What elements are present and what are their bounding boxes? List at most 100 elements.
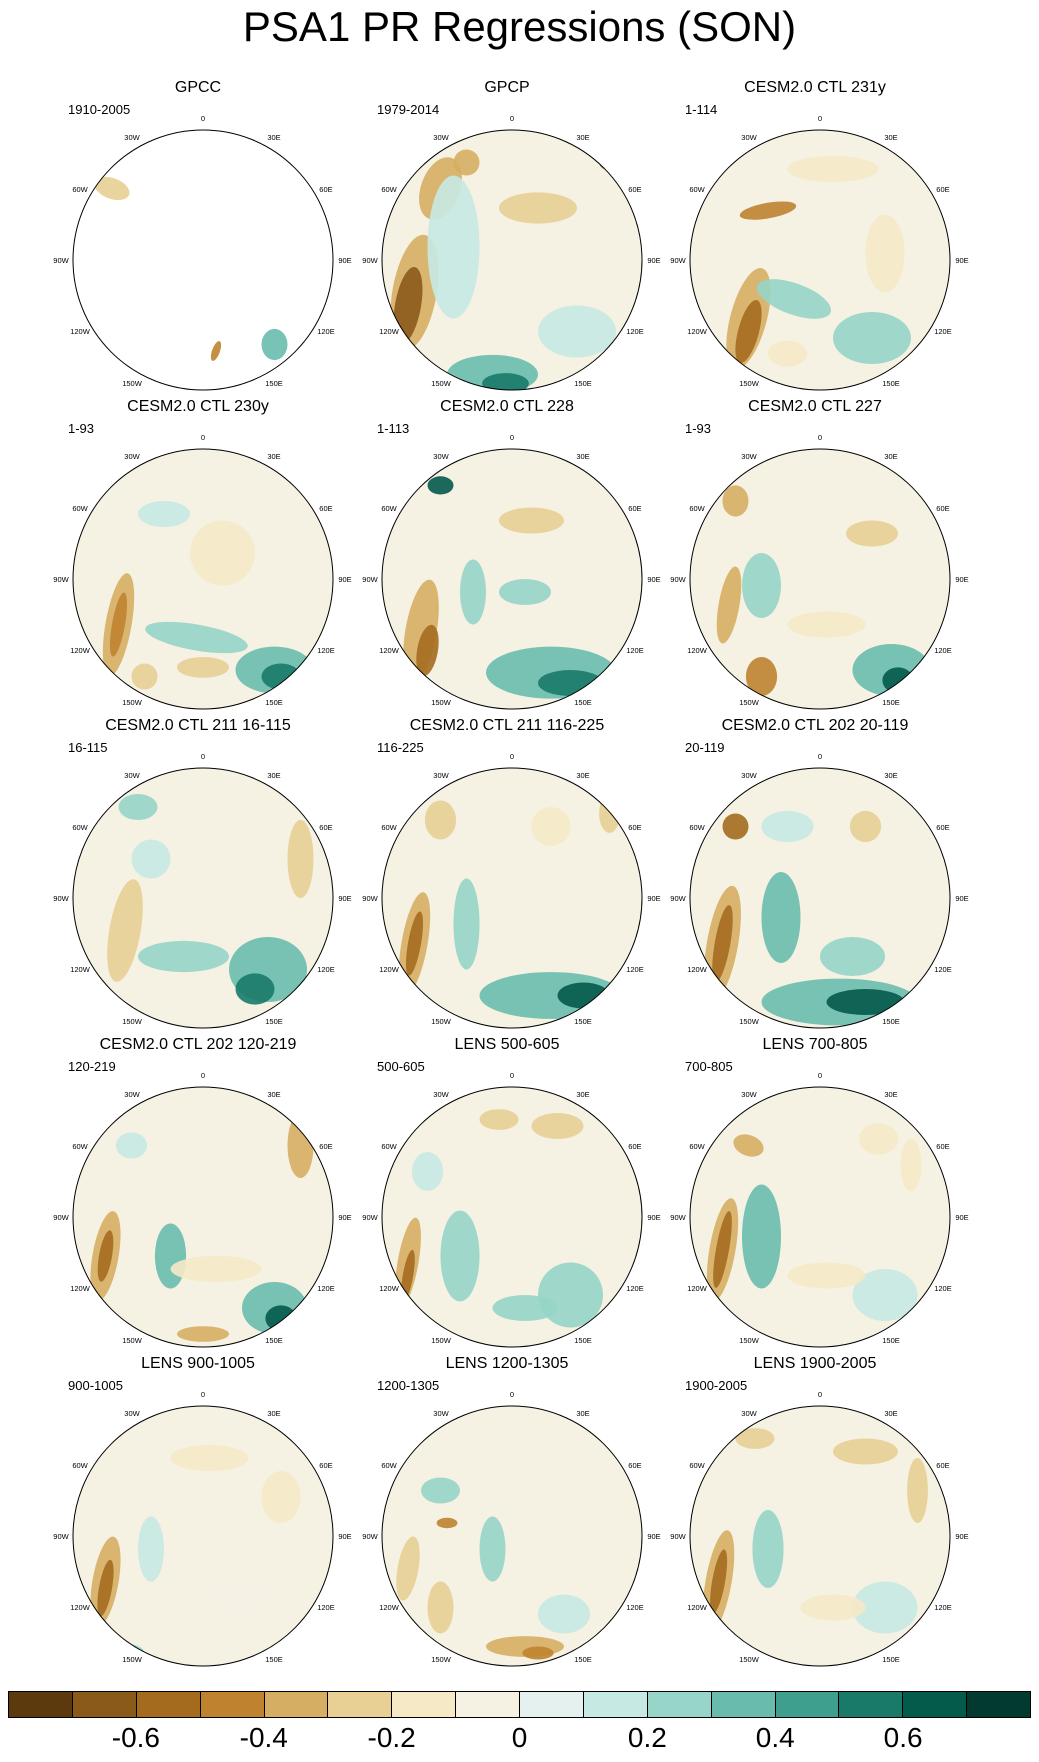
map-background: [73, 130, 333, 390]
anomaly-patch: [907, 1458, 928, 1523]
map-border: [381, 1086, 643, 1348]
anomaly-patch: [411, 1152, 444, 1191]
longitude-label: 150E: [882, 1655, 900, 1664]
longitude-label: 150E: [265, 1655, 283, 1664]
longitude-label: 120W: [70, 1284, 91, 1293]
panel-period: 20-119: [685, 740, 725, 755]
longitude-label: 60E: [319, 1461, 332, 1470]
map-border: [72, 767, 334, 1029]
longitude-label: 90E: [955, 1213, 968, 1222]
anomaly-patch: [722, 485, 749, 517]
longitude-label: 30E: [576, 771, 589, 780]
polar-map: 030E60E90E120E150E180150W120W90W60W30W: [670, 1071, 969, 1348]
map-panel: CESM2.0 CTL 202 20-119 0 30E 60E 90E 120E 150E…: [665, 716, 1011, 1034]
anomaly-patch: [118, 794, 158, 820]
longitude-label: 90E: [338, 894, 351, 903]
longitude-label: 90E: [647, 1532, 660, 1541]
anomaly-patch: [752, 1510, 784, 1588]
map-border: [689, 1086, 951, 1348]
longitude-label: 0: [510, 752, 514, 761]
longitude-label: 60W: [381, 823, 397, 832]
polar-map: 030E60E90E120E150E180150W120W90W60W30W: [670, 114, 969, 391]
anomaly-patch: [115, 1132, 148, 1159]
longitude-label: 90W: [362, 1532, 378, 1541]
colorbar-swatch: [647, 1692, 712, 1717]
longitude-label: 90E: [647, 575, 660, 584]
longitude-label: 150E: [882, 379, 900, 388]
longitude-label: 120E: [317, 1603, 335, 1612]
anomaly-field: [403, 476, 616, 699]
longitude-label: 90W: [670, 256, 686, 265]
anomaly-patch: [599, 794, 620, 833]
longitude-label: 60W: [689, 185, 705, 194]
anomaly-patch: [131, 663, 158, 690]
longitude-label: 60E: [319, 185, 332, 194]
longitude-label: 150E: [265, 1336, 283, 1345]
anomaly-field: [726, 156, 911, 369]
colorbar-swatch: [456, 1692, 520, 1717]
anomaly-patch: [492, 1295, 558, 1321]
longitude-label: 0: [510, 433, 514, 442]
longitude-label: 120W: [70, 965, 91, 974]
longitude-label: 90W: [362, 256, 378, 265]
longitude-label: 60E: [628, 1142, 641, 1151]
anomaly-patch: [482, 373, 529, 390]
longitude-label: 60E: [628, 185, 641, 194]
polar-map: 030E60E90E120E150E180150W120W90W60W30W: [53, 433, 352, 710]
longitude-label: 150E: [574, 1336, 592, 1345]
anomaly-patch: [460, 559, 486, 625]
anomaly-patch: [531, 807, 571, 846]
longitude-label: 0: [201, 433, 205, 442]
longitude-label: 150W: [431, 379, 452, 388]
longitude-label: 30E: [576, 133, 589, 142]
colorbar-swatch: [839, 1692, 904, 1717]
longitude-label: 150W: [431, 1655, 452, 1664]
anomaly-patch: [739, 201, 797, 220]
anomaly-patch: [735, 299, 762, 364]
longitude-label: 120W: [379, 1603, 400, 1612]
longitude-label: 150W: [122, 1336, 143, 1345]
colorbar-tick-label: -0.6: [111, 1722, 160, 1753]
panel-period: 1910-2005: [68, 102, 131, 117]
colorbar-swatch: [328, 1692, 393, 1717]
anomaly-patch: [287, 820, 314, 898]
panel-title: CESM2.0 CTL 211 16-115: [105, 717, 291, 734]
longitude-label: 120E: [317, 965, 335, 974]
panel-period: 1900-2005: [685, 1378, 748, 1393]
polar-map: 030E60E90E120E150E180150W120W90W60W30W: [362, 114, 661, 391]
longitude-label: 120W: [687, 1603, 708, 1612]
map-panel: CESM2.0 CTL 211 16-115 0 30E 60E 90E 120E 150E…: [48, 716, 394, 1034]
anomaly-patch: [710, 1549, 728, 1614]
colorbar-swatch: [583, 1692, 648, 1717]
anomaly-patch: [210, 341, 222, 361]
map-panel: CESM2.0 CTL 228030E60E90E120E150E180150W…: [357, 397, 703, 715]
longitude-label: 60W: [381, 185, 397, 194]
anomaly-patch: [761, 810, 814, 843]
anomaly-patch: [453, 149, 480, 176]
colorbar-tick-label: -0.4: [239, 1722, 288, 1753]
map-panel: LENS 500-605030E60E90E120E150E180150W120…: [357, 1035, 703, 1353]
anomaly-patch: [538, 1594, 590, 1634]
panel-title: CESM2.0 CTL 230y: [127, 398, 269, 415]
longitude-label: 60E: [628, 823, 641, 832]
anomaly-patch: [479, 972, 623, 1019]
anomaly-patch: [522, 1646, 554, 1660]
anomaly-patch: [787, 156, 879, 182]
longitude-label: 150E: [265, 379, 283, 388]
longitude-label: 60W: [689, 504, 705, 513]
map-panel: LENS 1200-1305030E60E90E120E150E180150W1…: [357, 1354, 703, 1672]
anomaly-patch: [203, 1575, 281, 1614]
longitude-label: 150W: [122, 698, 143, 707]
polar-map: 030E60E90E120E150E180150W120W90W60W30W: [670, 433, 969, 710]
longitude-label: 0: [818, 1390, 822, 1399]
anomaly-patch: [427, 476, 454, 495]
longitude-label: 30W: [433, 1090, 449, 1099]
longitude-label: 60W: [689, 823, 705, 832]
map-border: [72, 1405, 334, 1667]
polar-map: 030E60E90E120E150E180150W120W90W60W30W: [53, 1071, 352, 1348]
colorbar-swatch: [967, 1692, 1030, 1717]
anomaly-patch: [756, 279, 832, 319]
longitude-label: 30W: [741, 452, 757, 461]
map-background: [690, 768, 950, 1028]
longitude-label: 90W: [53, 256, 69, 265]
